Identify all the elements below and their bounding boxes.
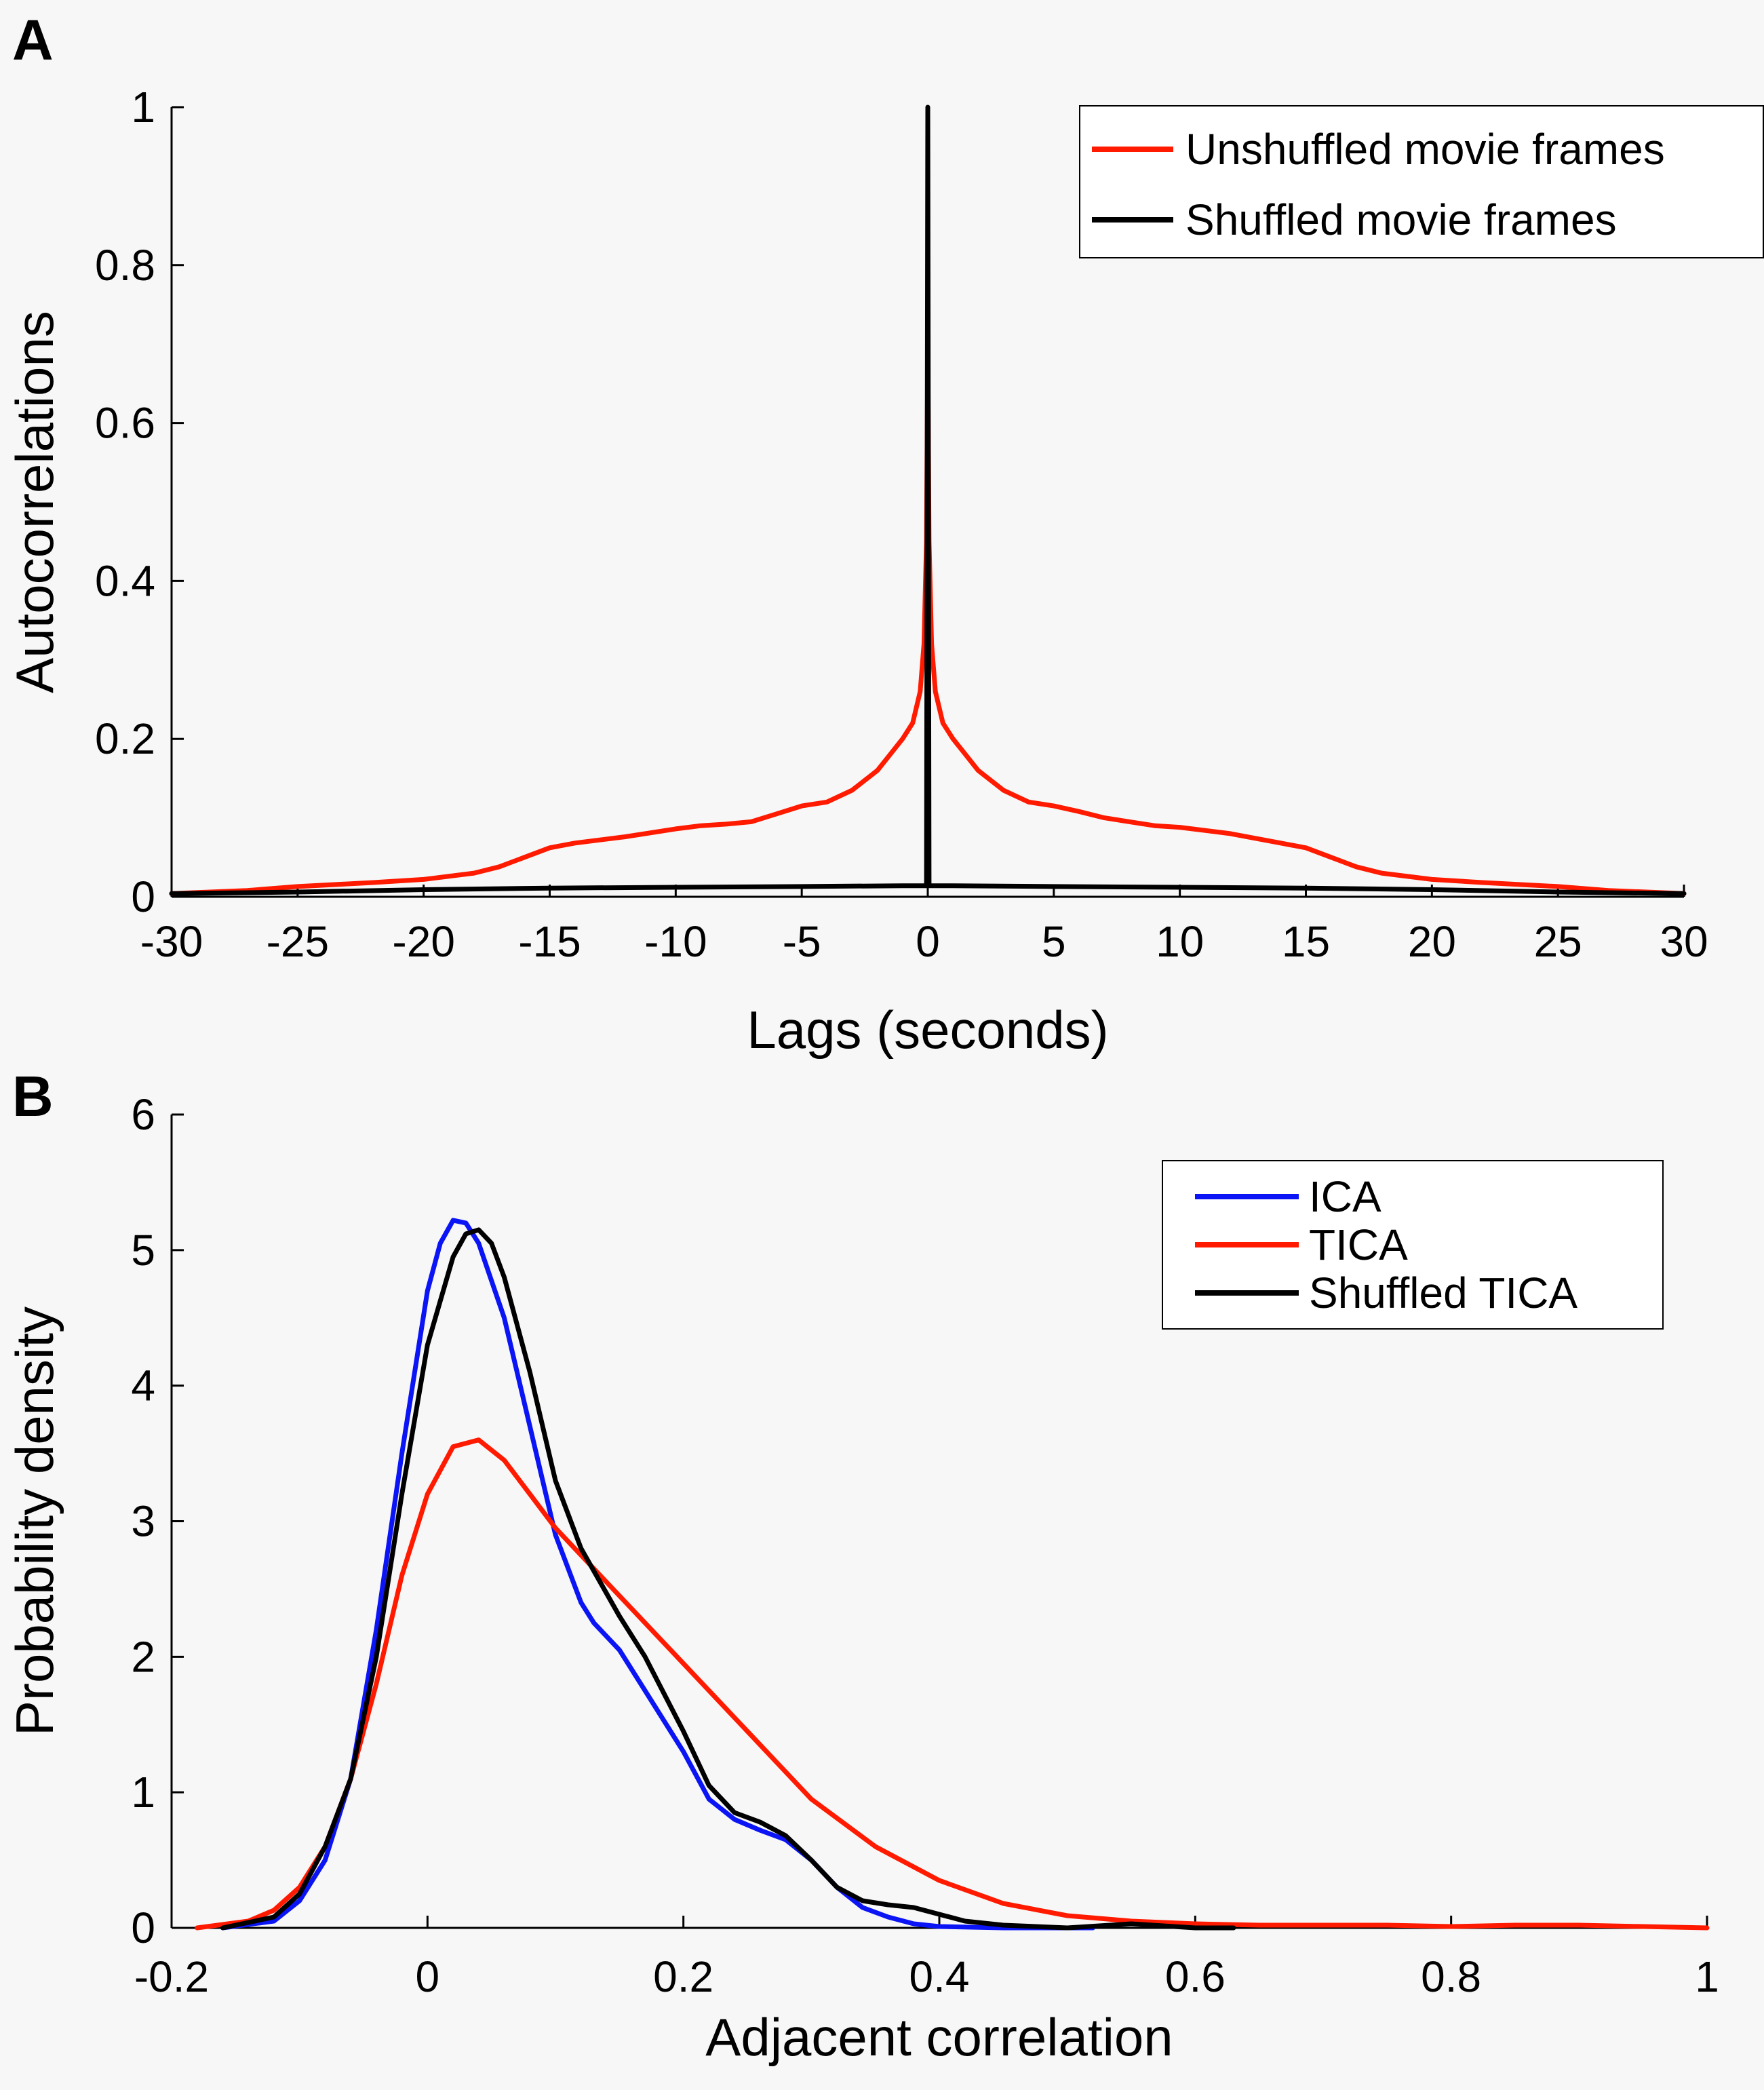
panel-a-x-tick-label: 0 xyxy=(916,917,940,966)
panel-a-x-tick-label: 15 xyxy=(1282,917,1330,966)
panel-a-x-tick-label: 5 xyxy=(1042,917,1066,966)
panel-a-legend-box xyxy=(1079,105,1764,258)
panel-a-y-tick-label: 0.8 xyxy=(95,241,155,290)
panel-a-x-tick-label: -5 xyxy=(783,917,821,966)
panel-b-x-tick-label: -0.2 xyxy=(134,1952,209,2001)
panel-b-y-tick-label: 6 xyxy=(131,1090,155,1139)
panel-b-legend-label-ica: ICA xyxy=(1309,1172,1381,1221)
panel-a-x-tick-label: -25 xyxy=(267,917,330,966)
panel-b-x-tick-label: 0.8 xyxy=(1421,1952,1481,2001)
panel-b-x-tick-label: 0.6 xyxy=(1165,1952,1226,2001)
panel-a-y-tick-label: 0.4 xyxy=(95,556,155,605)
panel-a-legend: Unshuffled movie frames Shuffled movie fr… xyxy=(1079,105,1764,258)
panel-b-letter: B xyxy=(12,1064,54,1128)
panel-b-x-tick-label: 1 xyxy=(1695,1952,1719,2001)
panel-a-letter: A xyxy=(12,8,54,72)
panel-b-y-tick-label: 2 xyxy=(131,1632,155,1681)
panel-a-y-tick-label: 0.2 xyxy=(95,714,155,763)
panel-b-y-tick-label: 3 xyxy=(131,1497,155,1546)
panel-b-legend-label-tica: TICA xyxy=(1309,1220,1408,1269)
panel-a-x-tick-label: -30 xyxy=(140,917,203,966)
panel-a-x-axis-title: Lags (seconds) xyxy=(747,1000,1108,1060)
panel-a-x-tick-label: -15 xyxy=(518,917,581,966)
panel-b-series-ica xyxy=(220,1218,1095,1931)
panel-a-x-tick-label: 20 xyxy=(1408,917,1456,966)
panel-b-y-tick-label: 0 xyxy=(131,1903,155,1952)
panel-a-legend-label-shuffled-movie-frames: Shuffled movie frames xyxy=(1185,195,1617,244)
panel-a-x-tick-label: -10 xyxy=(644,917,707,966)
panel-a-x-tick-label: 10 xyxy=(1156,917,1204,966)
panel-b-series-shuffled-tica xyxy=(220,1227,1236,1931)
panel-b-y-tick-label: 5 xyxy=(131,1226,155,1275)
panel-a-y-tick-label: 0.6 xyxy=(95,399,155,448)
panel-b-x-tick-label: 0.2 xyxy=(653,1952,713,2001)
panel-a-x-tick-label: 30 xyxy=(1660,917,1708,966)
panel-b-y-tick-label: 4 xyxy=(131,1361,155,1410)
panel-a-series-shuffled-movie-frames xyxy=(169,104,1687,896)
panel-a-x-tick-label: -20 xyxy=(392,917,455,966)
panel-a-x-tick-label: 25 xyxy=(1534,917,1582,966)
panel-b-y-tick-label: 1 xyxy=(131,1768,155,1817)
panel-b-legend-label-shuffled-tica: Shuffled TICA xyxy=(1309,1269,1577,1317)
panel-a-legend-label-unshuffled-movie-frames: Unshuffled movie frames xyxy=(1185,125,1665,174)
panel-b-x-tick-label: 0 xyxy=(416,1952,440,2001)
panel-b-x-axis-title: Adjacent correlation xyxy=(705,2007,1173,2067)
panel-b-x-tick-label: 0.4 xyxy=(909,1952,970,2001)
panel-a-y-axis-title: Autocorrelations xyxy=(5,311,64,693)
panel-a-chart: -30 -25 -20 -15 -10 -5 0 5 10 15 20 25 30 0 0.2 0.4 0.6 0… xyxy=(5,83,1764,1060)
panel-b-y-axis-title: Probability density xyxy=(5,1307,64,1736)
panel-a-y-tick-label: 0 xyxy=(131,872,155,921)
panel-a-y-tick-label: 1 xyxy=(131,83,155,132)
